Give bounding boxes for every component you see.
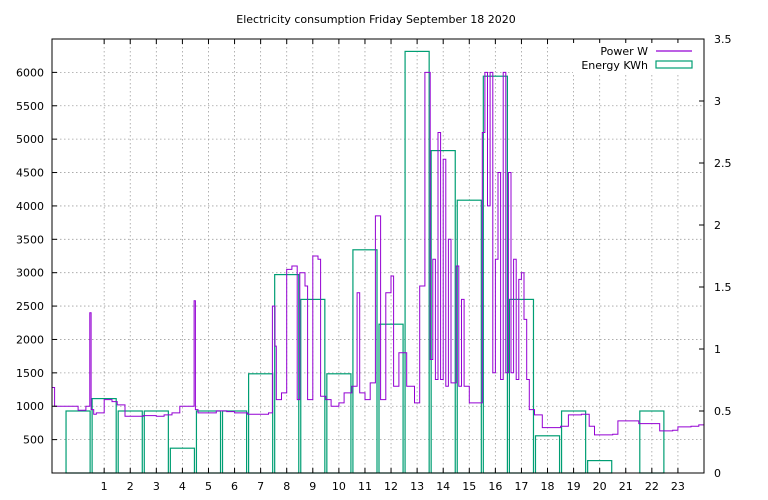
- energy-bar: [65, 410, 91, 474]
- y-right-tick-label: 1.5: [714, 281, 732, 294]
- x-tick-label: 5: [205, 480, 212, 493]
- y-left-tick-label: 2000: [16, 333, 44, 346]
- y-left-tick-label: 4000: [16, 200, 44, 213]
- x-tick-label: 19: [567, 480, 581, 493]
- x-tick-label: 18: [541, 480, 555, 493]
- x-tick-label: 2: [127, 480, 134, 493]
- legend: Power W Energy KWh: [573, 43, 703, 75]
- y-left-tick-label: 6000: [16, 66, 44, 79]
- x-tick-label: 20: [593, 480, 607, 493]
- y-left-tick-label: 3500: [16, 233, 44, 246]
- grid: [52, 39, 704, 473]
- x-tick-label: 10: [332, 480, 346, 493]
- power-series-line: [52, 71, 704, 436]
- y-right-tick-label: 0.5: [714, 405, 732, 418]
- y-left-tick-label: 4500: [16, 167, 44, 180]
- energy-bars: [65, 50, 665, 474]
- x-tick-label: 13: [410, 480, 424, 493]
- y-left-tick-label: 1000: [16, 400, 44, 413]
- y-right-tick-label: 3: [714, 95, 721, 108]
- x-tick-label: 14: [436, 480, 450, 493]
- y-right-tick-label: 0: [714, 467, 721, 480]
- x-tick-labels: 1 2 3 4 5 6 7 8 9 10 11 12 13 14 15 16 17 18 19 20 21 22 23: [101, 480, 685, 493]
- x-tick-label: 9: [309, 480, 316, 493]
- legend-energy-swatch: [655, 60, 693, 69]
- y-left-tick-label: 5000: [16, 133, 44, 146]
- x-tick-label: 4: [179, 480, 186, 493]
- plot-frame: [51, 38, 705, 474]
- power-line: [52, 71, 704, 436]
- energy-bar: [404, 50, 430, 474]
- x-tick-label: 12: [384, 480, 398, 493]
- x-tick-label: 16: [488, 480, 502, 493]
- x-tick-label: 1: [101, 480, 108, 493]
- x-tick-label: 21: [619, 480, 633, 493]
- tick-marks: [52, 38, 704, 474]
- y-right-tick-label: 1: [714, 343, 721, 356]
- chart-title: Electricity consumption Friday September…: [236, 13, 515, 26]
- x-tick-label: 6: [231, 480, 238, 493]
- x-tick-label: 22: [645, 480, 659, 493]
- y-left-tick-label: 500: [23, 434, 44, 447]
- y-left-tick-label: 5500: [16, 100, 44, 113]
- x-tick-label: 11: [358, 480, 372, 493]
- x-tick-label: 3: [153, 480, 160, 493]
- x-tick-label: 23: [671, 480, 685, 493]
- x-tick-label: 15: [462, 480, 476, 493]
- y-left-tick-label: 1500: [16, 367, 44, 380]
- y-right-tick-label: 3.5: [714, 33, 732, 46]
- legend-power-label: Power W: [600, 45, 648, 58]
- y-left-tick-label: 2500: [16, 300, 44, 313]
- energy-bar: [508, 298, 535, 474]
- y-right-tick-label: 2.5: [714, 157, 732, 170]
- energy-bar: [378, 323, 404, 474]
- y-left-tick-labels: 500 1000 1500 2000 2500 3000 3500 4000 4500 5000 5…: [16, 66, 44, 446]
- y-left-tick-label: 3000: [16, 267, 44, 280]
- y-right-tick-label: 2: [714, 219, 721, 232]
- x-tick-label: 8: [283, 480, 290, 493]
- y-right-tick-labels: 0 0.5 1 1.5 2 2.5 3 3.5: [714, 33, 732, 480]
- x-tick-label: 7: [257, 480, 264, 493]
- legend-energy-label: Energy KWh: [581, 59, 648, 72]
- x-tick-label: 17: [514, 480, 528, 493]
